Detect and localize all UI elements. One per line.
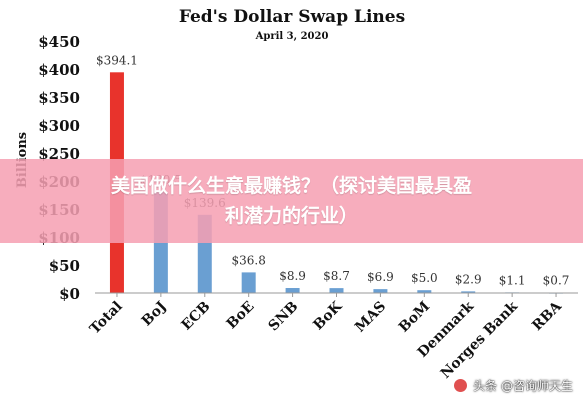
y-tick-label: $450	[38, 33, 80, 51]
x-tick-label: ECB	[178, 298, 213, 333]
y-tick-label: $350	[38, 89, 80, 107]
watermark: 头条 @咨询师天生	[453, 377, 573, 394]
bar-bok	[329, 288, 344, 293]
y-tick-label: $0	[59, 285, 80, 303]
x-tick-label: BoK	[310, 298, 345, 333]
bar-snb	[285, 288, 300, 293]
chart-title: Fed's Dollar Swap Lines	[179, 7, 405, 27]
data-label: $8.9	[279, 269, 306, 283]
bar-bom	[417, 290, 432, 293]
x-axis: Total BoJ ECB BoE SNB BoK MAS BoMDenmarkNorges …	[87, 293, 566, 382]
x-tick-label: Total	[87, 299, 126, 338]
data-label: $8.7	[323, 269, 350, 283]
x-tick-label: RBA	[529, 298, 565, 334]
promo-banner-text: 美国做什么生意最赚钱？（探讨美国最具盈 利潜力的行业）	[32, 171, 552, 231]
bar-boe	[241, 272, 256, 293]
data-label: $394.1	[96, 53, 138, 67]
watermark-text: 头条 @咨询师天生	[473, 379, 573, 393]
promo-line-2: 利潜力的行业）	[224, 205, 358, 227]
bar-denmark	[461, 291, 476, 293]
data-label: $6.9	[367, 270, 394, 284]
data-label: $36.8	[232, 253, 266, 267]
chart-subtitle: April 3, 2020	[255, 31, 329, 42]
promo-line-1: 美国做什么生意最赚钱？（探讨美国最具盈	[110, 175, 472, 197]
data-label: $1.1	[499, 273, 526, 287]
x-tick-label: SNB	[266, 298, 302, 334]
y-tick-label: $400	[38, 61, 80, 79]
bar-mas	[373, 289, 388, 293]
x-tick-label: MAS	[352, 299, 389, 336]
x-tick-label: BoM	[396, 299, 433, 336]
y-tick-label: $50	[49, 257, 80, 275]
promo-banner: 美国做什么生意最赚钱？（探讨美国最具盈 利潜力的行业）	[0, 159, 583, 243]
data-label: $2.9	[455, 272, 482, 286]
x-tick-label: Norges Bank	[438, 298, 521, 381]
data-label: $0.7	[543, 274, 570, 288]
watermark-logo-icon	[453, 378, 469, 393]
x-tick-label: BoE	[224, 299, 258, 333]
x-tick-label: BoJ	[139, 298, 170, 329]
data-label: $5.0	[411, 271, 438, 285]
y-tick-label: $300	[38, 117, 80, 135]
y-tick-label: $250	[38, 145, 80, 163]
